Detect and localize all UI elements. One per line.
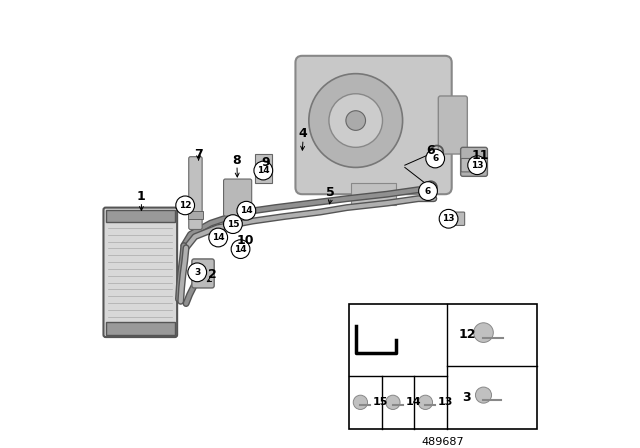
- Text: 11: 11: [471, 149, 488, 162]
- Bar: [106, 210, 175, 222]
- Circle shape: [476, 387, 492, 403]
- FancyBboxPatch shape: [189, 157, 202, 229]
- Circle shape: [223, 215, 243, 233]
- Text: 6: 6: [425, 186, 431, 196]
- FancyBboxPatch shape: [296, 56, 452, 194]
- Text: 13: 13: [438, 397, 453, 407]
- Bar: [255, 154, 272, 183]
- Bar: [188, 211, 203, 219]
- Text: 8: 8: [233, 154, 241, 167]
- Circle shape: [209, 228, 228, 247]
- Text: 2: 2: [207, 268, 216, 281]
- Text: 6: 6: [426, 144, 435, 157]
- FancyBboxPatch shape: [461, 147, 488, 177]
- Circle shape: [419, 182, 437, 200]
- Text: 10: 10: [236, 234, 253, 247]
- Text: 6: 6: [432, 154, 438, 163]
- Circle shape: [353, 395, 367, 409]
- Bar: [351, 183, 396, 205]
- Text: 7: 7: [194, 147, 203, 160]
- Text: 1: 1: [137, 190, 146, 203]
- Circle shape: [346, 111, 365, 130]
- Bar: [349, 304, 536, 429]
- FancyBboxPatch shape: [223, 179, 252, 216]
- Text: 5: 5: [326, 186, 335, 199]
- Text: 4: 4: [299, 127, 307, 140]
- Text: 3: 3: [194, 268, 200, 277]
- Circle shape: [468, 156, 486, 175]
- Text: 14: 14: [257, 166, 269, 175]
- Circle shape: [386, 395, 400, 409]
- Text: 12: 12: [179, 201, 191, 210]
- Circle shape: [309, 73, 403, 168]
- Text: 14: 14: [240, 206, 253, 215]
- Circle shape: [188, 263, 207, 282]
- Circle shape: [254, 161, 273, 180]
- Text: 13: 13: [442, 214, 455, 223]
- FancyBboxPatch shape: [444, 212, 465, 225]
- Text: 12: 12: [458, 328, 476, 341]
- Text: 3: 3: [463, 391, 471, 404]
- FancyBboxPatch shape: [104, 207, 177, 337]
- Text: 15: 15: [227, 220, 239, 228]
- Circle shape: [231, 240, 250, 258]
- Text: 489687: 489687: [422, 437, 464, 447]
- Text: 13: 13: [471, 161, 483, 170]
- Circle shape: [329, 94, 383, 147]
- Bar: [106, 323, 175, 335]
- FancyBboxPatch shape: [461, 159, 483, 172]
- Text: 14: 14: [212, 233, 225, 242]
- FancyBboxPatch shape: [438, 96, 467, 154]
- Text: 9: 9: [261, 156, 270, 169]
- Circle shape: [419, 395, 433, 409]
- Text: 15: 15: [373, 397, 388, 407]
- Circle shape: [237, 201, 256, 220]
- Text: 14: 14: [405, 397, 421, 407]
- Circle shape: [474, 323, 493, 342]
- Circle shape: [426, 149, 445, 168]
- Circle shape: [176, 196, 195, 215]
- FancyBboxPatch shape: [192, 259, 214, 288]
- Circle shape: [439, 209, 458, 228]
- Text: 14: 14: [234, 245, 247, 254]
